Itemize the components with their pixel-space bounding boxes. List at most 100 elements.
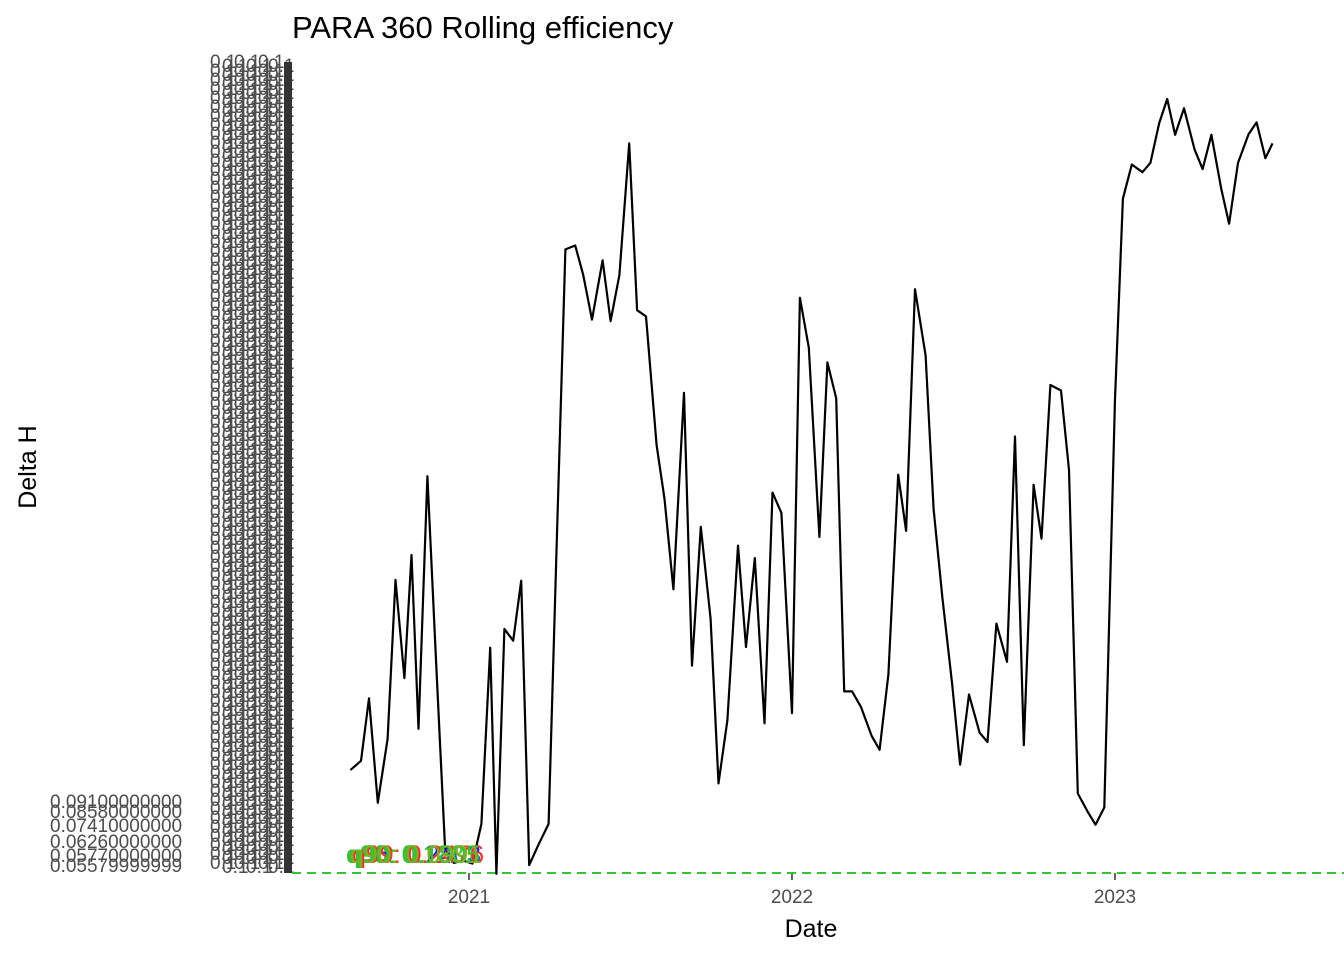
y-tick-label-stack: 0.1 (258, 241, 284, 262)
y-tick-label-stack: 0.1 (222, 353, 248, 374)
y-tick-label-stack: 0.1 (246, 119, 272, 140)
y-tick-label-stack: 0.1 (258, 853, 284, 874)
y-tick-label-stack: 0.1 (222, 659, 248, 680)
y-tick-label-stack: 0.1 (258, 646, 284, 667)
y-tick-label-stack: 0.1 (210, 448, 236, 469)
y-tick-label-stack: 0.1 (210, 763, 236, 784)
y-tick-label-stack: 0.1 (222, 425, 248, 446)
y-tick-label-stack: 0.1 (246, 452, 272, 473)
y-tick-label-stack: 0.1 (246, 722, 272, 743)
y-tick-label-stack: 0.1 (222, 281, 248, 302)
y-tick-label-stack: 0.1 (222, 569, 248, 590)
y-tick-label-stack: 0.1 (258, 115, 284, 136)
y-tick-label-stack: 0.1 (246, 587, 272, 608)
y-tick-label-stack: 0.1 (210, 565, 236, 586)
y-tick-label-stack: 0.1 (234, 565, 260, 586)
y-tick-label-stack: 0.1 (246, 146, 272, 167)
y-tick-label-stack: 0.1 (234, 727, 260, 748)
y-tick-label-stack: 0.1 (210, 493, 236, 514)
y-tick-label-stack: 0.1 (234, 295, 260, 316)
y-tick-label-stack: 0.1 (258, 439, 284, 460)
y-tick-label-stack: 0.1 (222, 479, 248, 500)
y-tick-label-stack: 0.1 (222, 254, 248, 275)
x-tick-label: 2021 (448, 887, 490, 908)
y-tick-label-stack: 0.1 (258, 277, 284, 298)
y-tick-label-stack: 0.1 (258, 160, 284, 181)
y-tick-label-stack: 0.1 (246, 758, 272, 779)
y-tick-label-stack: 0.1 (246, 326, 272, 347)
y-tick-label-stack: 0.1 (222, 731, 248, 752)
y-tick-label-stack: 0.1 (210, 331, 236, 352)
y-tick-label-stack: 0.1 (210, 376, 236, 397)
y-tick-label-stack: 0.1 (234, 844, 260, 865)
y-tick-label-stack: 0.1 (222, 722, 248, 743)
y-tick-label-stack: 0.1 (234, 313, 260, 334)
y-tick-label-stack: 0.1 (246, 479, 272, 500)
y-tick-label-stack: 0.1 (222, 758, 248, 779)
y-tick-label-stack: 0.1 (210, 511, 236, 532)
y-tick-label-stack: 0.1 (222, 56, 248, 77)
y-tick-label-stack: 0.1 (210, 421, 236, 442)
y-tick-label-stack: 0.1 (246, 542, 272, 563)
y-tick-label-stack: 0.1 (234, 466, 260, 487)
y-tick-label-stack: 0.1 (258, 313, 284, 334)
y-tick-label-stack: 0.1 (258, 835, 284, 856)
y-tick-label-stack: 0.1 (234, 799, 260, 820)
y-tick-label-stack: 0.1 (222, 740, 248, 761)
y-axis-title: Delta H (14, 425, 42, 508)
y-tick-label-stack: 0.1 (258, 754, 284, 775)
y-tick-label-stack: 0.1 (246, 605, 272, 626)
y-tick-label-stack: 0.1 (222, 119, 248, 140)
y-tick-label-stack: 0.1 (222, 389, 248, 410)
y-tick-label-stack: 0.1 (222, 506, 248, 527)
y-tick-label-stack: 0.1 (258, 610, 284, 631)
y-tick-label-stack: 0.1 (210, 79, 236, 100)
y-tick-label-stack: 0.1 (210, 745, 236, 766)
y-tick-label-stack: 0.1 (210, 709, 236, 730)
y-tick-label-stack: 0.1 (246, 263, 272, 284)
y-tick-label-stack: 0.1 (210, 574, 236, 595)
y-tick-label-stack: 0.1 (246, 749, 272, 770)
y-tick-label-stack: 0.1 (210, 151, 236, 172)
y-tick-label-stack: 0.1 (246, 317, 272, 338)
y-tick-label-stack: 0.1 (222, 470, 248, 491)
y-tick-label-stack: 0.1 (258, 106, 284, 127)
y-tick-label-stack: 0.1 (234, 502, 260, 523)
y-tick-label-stack: 0.1 (246, 632, 272, 653)
y-tick-label-stack: 0.1 (222, 74, 248, 95)
y-tick-label-stack: 0.1 (246, 74, 272, 95)
y-tick-label-stack: 0.1 (210, 556, 236, 577)
y-tick-label-stack: 0.1 (222, 713, 248, 734)
y-tick-label-stack: 0.1 (222, 443, 248, 464)
y-tick-label-stack: 0.1 (246, 65, 272, 86)
x-tick-label: 2023 (1094, 887, 1136, 908)
y-tick-label-stack: 0.1 (234, 520, 260, 541)
y-tick-label-stack: 0.1 (234, 376, 260, 397)
y-tick-label-stack: 0.1 (246, 236, 272, 257)
y-tick-label-stack: 0.1 (246, 623, 272, 644)
y-tick-label-stack: 0.1 (246, 371, 272, 392)
y-tick-label-stack: 0.1 (222, 65, 248, 86)
y-tick-label-stack: 0.1 (222, 110, 248, 131)
y-tick-label-stack: 0.1 (210, 817, 236, 838)
y-tick-label-stack: 0.1 (222, 173, 248, 194)
y-tick-label-stack: 0.1 (258, 592, 284, 613)
y-tick-label-stack: 0.1 (258, 700, 284, 721)
y-tick-label-stack: 0.1 (246, 335, 272, 356)
y-tick-label-stack: 0.1 (246, 848, 272, 869)
y-tick-label-stack: 0.1 (258, 142, 284, 163)
y-tick-label-stack: 0.1 (246, 668, 272, 689)
y-tick-label-stack: 0.1 (258, 97, 284, 118)
y-tick-label-stack: 0.1 (246, 272, 272, 293)
y-tick-label-stack: 0.1 (222, 533, 248, 554)
y-tick-label-stack: 0.1 (210, 853, 236, 874)
y-tick-label-stack: 0.1 (234, 673, 260, 694)
y-tick-label-stack: 0.1 (246, 794, 272, 815)
y-tick-label-stack: 0.1 (234, 781, 260, 802)
y-tick-label-stack: 0.1 (222, 695, 248, 716)
y-tick-label-stack: 0.1 (210, 61, 236, 82)
y-tick-label-stack: 0.1 (246, 227, 272, 248)
y-tick-label-stack: 0.1 (234, 106, 260, 127)
y-tick-label-stack: 0.1 (222, 839, 248, 860)
y-tick-label-stack: 0.1 (246, 650, 272, 671)
